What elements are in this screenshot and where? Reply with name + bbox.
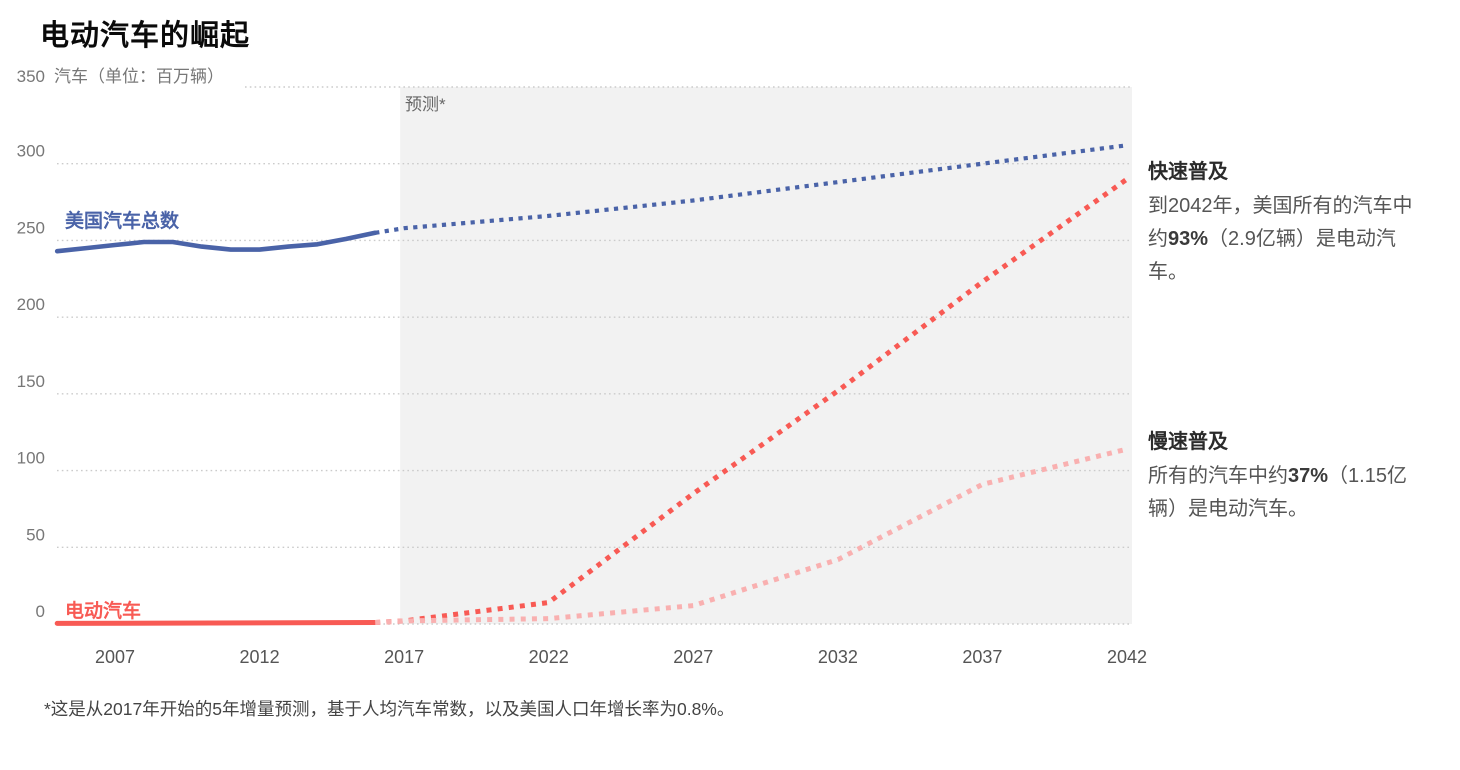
y-tick-label-150: 150 [17, 372, 45, 391]
y-tick-label-300: 300 [17, 142, 45, 161]
y-axis-unit-label: 汽车（单位：百万辆） [54, 67, 224, 86]
annotation-fast-body: 到2042年，美国所有的汽车中约93%（2.9亿辆）是电动汽车。 [1148, 195, 1413, 283]
footnote: *这是从2017年开始的5年增量预测，基于人均汽车常数，以及美国人口年增长率为0… [44, 699, 735, 719]
x-tick-label-2022: 2022 [529, 647, 569, 667]
annotation-fast-adoption: 快速普及 到2042年，美国所有的汽车中约93%（2.9亿辆）是电动汽车。 [1148, 160, 1424, 289]
x-tick-label-2037: 2037 [962, 647, 1002, 667]
y-tick-label-250: 250 [17, 218, 45, 237]
annotation-slow-heading: 慢速普及 [1148, 431, 1228, 453]
annotation-fast-heading: 快速普及 [1148, 161, 1228, 183]
x-tick-label-2007: 2007 [95, 647, 135, 667]
fast-percentage: 93% [1168, 228, 1209, 250]
series-line-forecast [374, 143, 1128, 235]
y-tick-label-50: 50 [26, 525, 45, 544]
series-line-actual [54, 620, 378, 626]
page-title: 电动汽车的崛起 [40, 20, 251, 52]
x-tick-label-2032: 2032 [818, 647, 858, 667]
annotation-slow-adoption: 慢速普及 所有的汽车中约37%（1.15亿辆）是电动汽车。 [1148, 430, 1424, 526]
x-tick-label-2012: 2012 [240, 647, 280, 667]
forecast-label: 预测* [405, 95, 446, 114]
y-tick-label-0: 0 [36, 602, 45, 621]
y-tick-label-100: 100 [17, 449, 45, 468]
y-axis-top-row: 350 汽车（单位：百万辆） [0, 62, 224, 87]
x-tick-label-2017: 2017 [384, 647, 424, 667]
annotation-slow-body: 所有的汽车中约37%（1.15亿辆）是电动汽车。 [1148, 465, 1407, 520]
series-label-us-total: 美国汽车总数 [65, 211, 180, 232]
forecast-region [400, 87, 1132, 624]
slow-percentage: 37% [1288, 465, 1329, 487]
series-label-ev: 电动汽车 [65, 601, 142, 622]
y-tick-label-350: 350 [16, 67, 45, 86]
x-tick-label-2042: 2042 [1107, 647, 1147, 667]
y-tick-label-200: 200 [17, 295, 45, 314]
x-tick-label-2027: 2027 [673, 647, 713, 667]
series-line-actual [54, 230, 378, 254]
